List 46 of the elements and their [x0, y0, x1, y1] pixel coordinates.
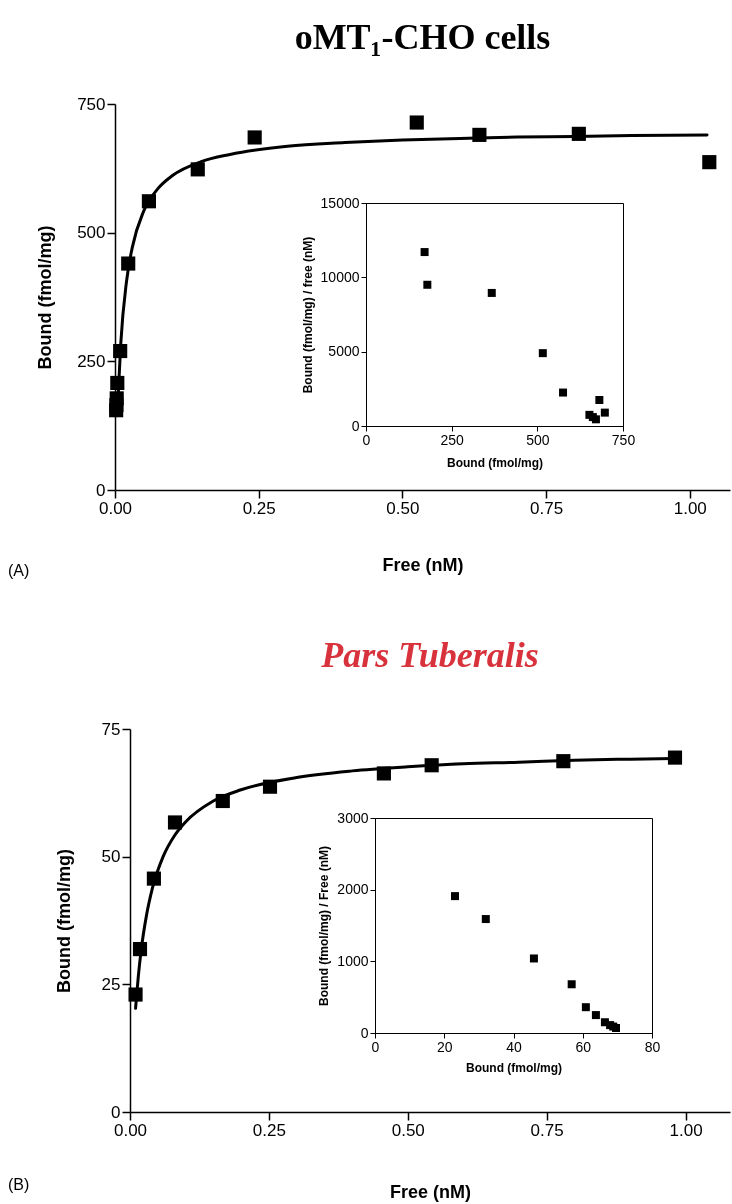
x-tick-label: 0.75 [530, 498, 564, 518]
y-tick-label: 750 [77, 94, 106, 114]
chart-title: Pars Tuberalis [320, 635, 539, 675]
x-tick-label: 80 [644, 1038, 661, 1055]
y-tick-label: 500 [77, 223, 106, 243]
y-tick-label: 0 [351, 417, 360, 434]
x-axis-title: Free (nM) [390, 1181, 472, 1202]
y-tick-label: 0 [360, 1024, 369, 1041]
x-tick-label: 750 [611, 431, 636, 448]
y-tick-label: 15000 [320, 194, 360, 211]
x-axis-title: Bound (fmol/mg) [466, 1060, 562, 1075]
x-tick-label: 250 [440, 431, 465, 448]
x-tick-label: 0.25 [242, 498, 276, 518]
y-axis-title: Bound (fmol/mg) [35, 225, 56, 370]
x-tick-label: 60 [575, 1038, 592, 1055]
x-tick-label: 0.50 [391, 1120, 425, 1140]
y-tick-label: 0 [111, 1102, 121, 1122]
text: (A) [8, 562, 30, 580]
x-tick-label: 1.00 [673, 498, 707, 518]
y-tick-label: 10000 [320, 268, 360, 285]
x-tick-label: 0.75 [530, 1120, 564, 1140]
y-axis-title: Bound (fmol/mg) / free (nM) [300, 236, 315, 394]
y-tick-label: 250 [77, 351, 106, 371]
y-tick-label: 75 [101, 719, 121, 739]
y-tick-label: 50 [101, 847, 121, 867]
x-tick-label: 0.25 [252, 1120, 286, 1140]
x-tick-label: 1.00 [669, 1120, 703, 1140]
y-axis-title: Bound (fmol/mg) [53, 849, 74, 993]
chart-title: oMT₁-CHO cells [294, 17, 551, 57]
x-tick-label: 40 [506, 1038, 522, 1055]
x-tick-label: 0.00 [113, 1120, 148, 1140]
y-tick-label: 2000 [337, 881, 369, 898]
text: (B) [8, 1176, 30, 1194]
y-tick-label: 0 [96, 480, 106, 500]
y-tick-label: 5000 [328, 343, 360, 360]
y-axis-title: Bound (fmol/mg) / Free (nM) [317, 846, 332, 1006]
x-tick-label: 0.50 [386, 498, 420, 518]
x-tick-label: 0 [371, 1038, 380, 1055]
x-tick-label: 20 [436, 1038, 453, 1055]
x-axis-title: Bound (fmol/mg) [447, 455, 543, 470]
y-tick-label: 3000 [337, 809, 369, 826]
x-tick-label: 500 [526, 431, 550, 448]
y-tick-label: 1000 [337, 952, 369, 969]
x-axis-title: Free (nM) [382, 554, 464, 575]
y-tick-label: 25 [101, 974, 121, 994]
x-tick-label: 0.00 [98, 498, 133, 518]
